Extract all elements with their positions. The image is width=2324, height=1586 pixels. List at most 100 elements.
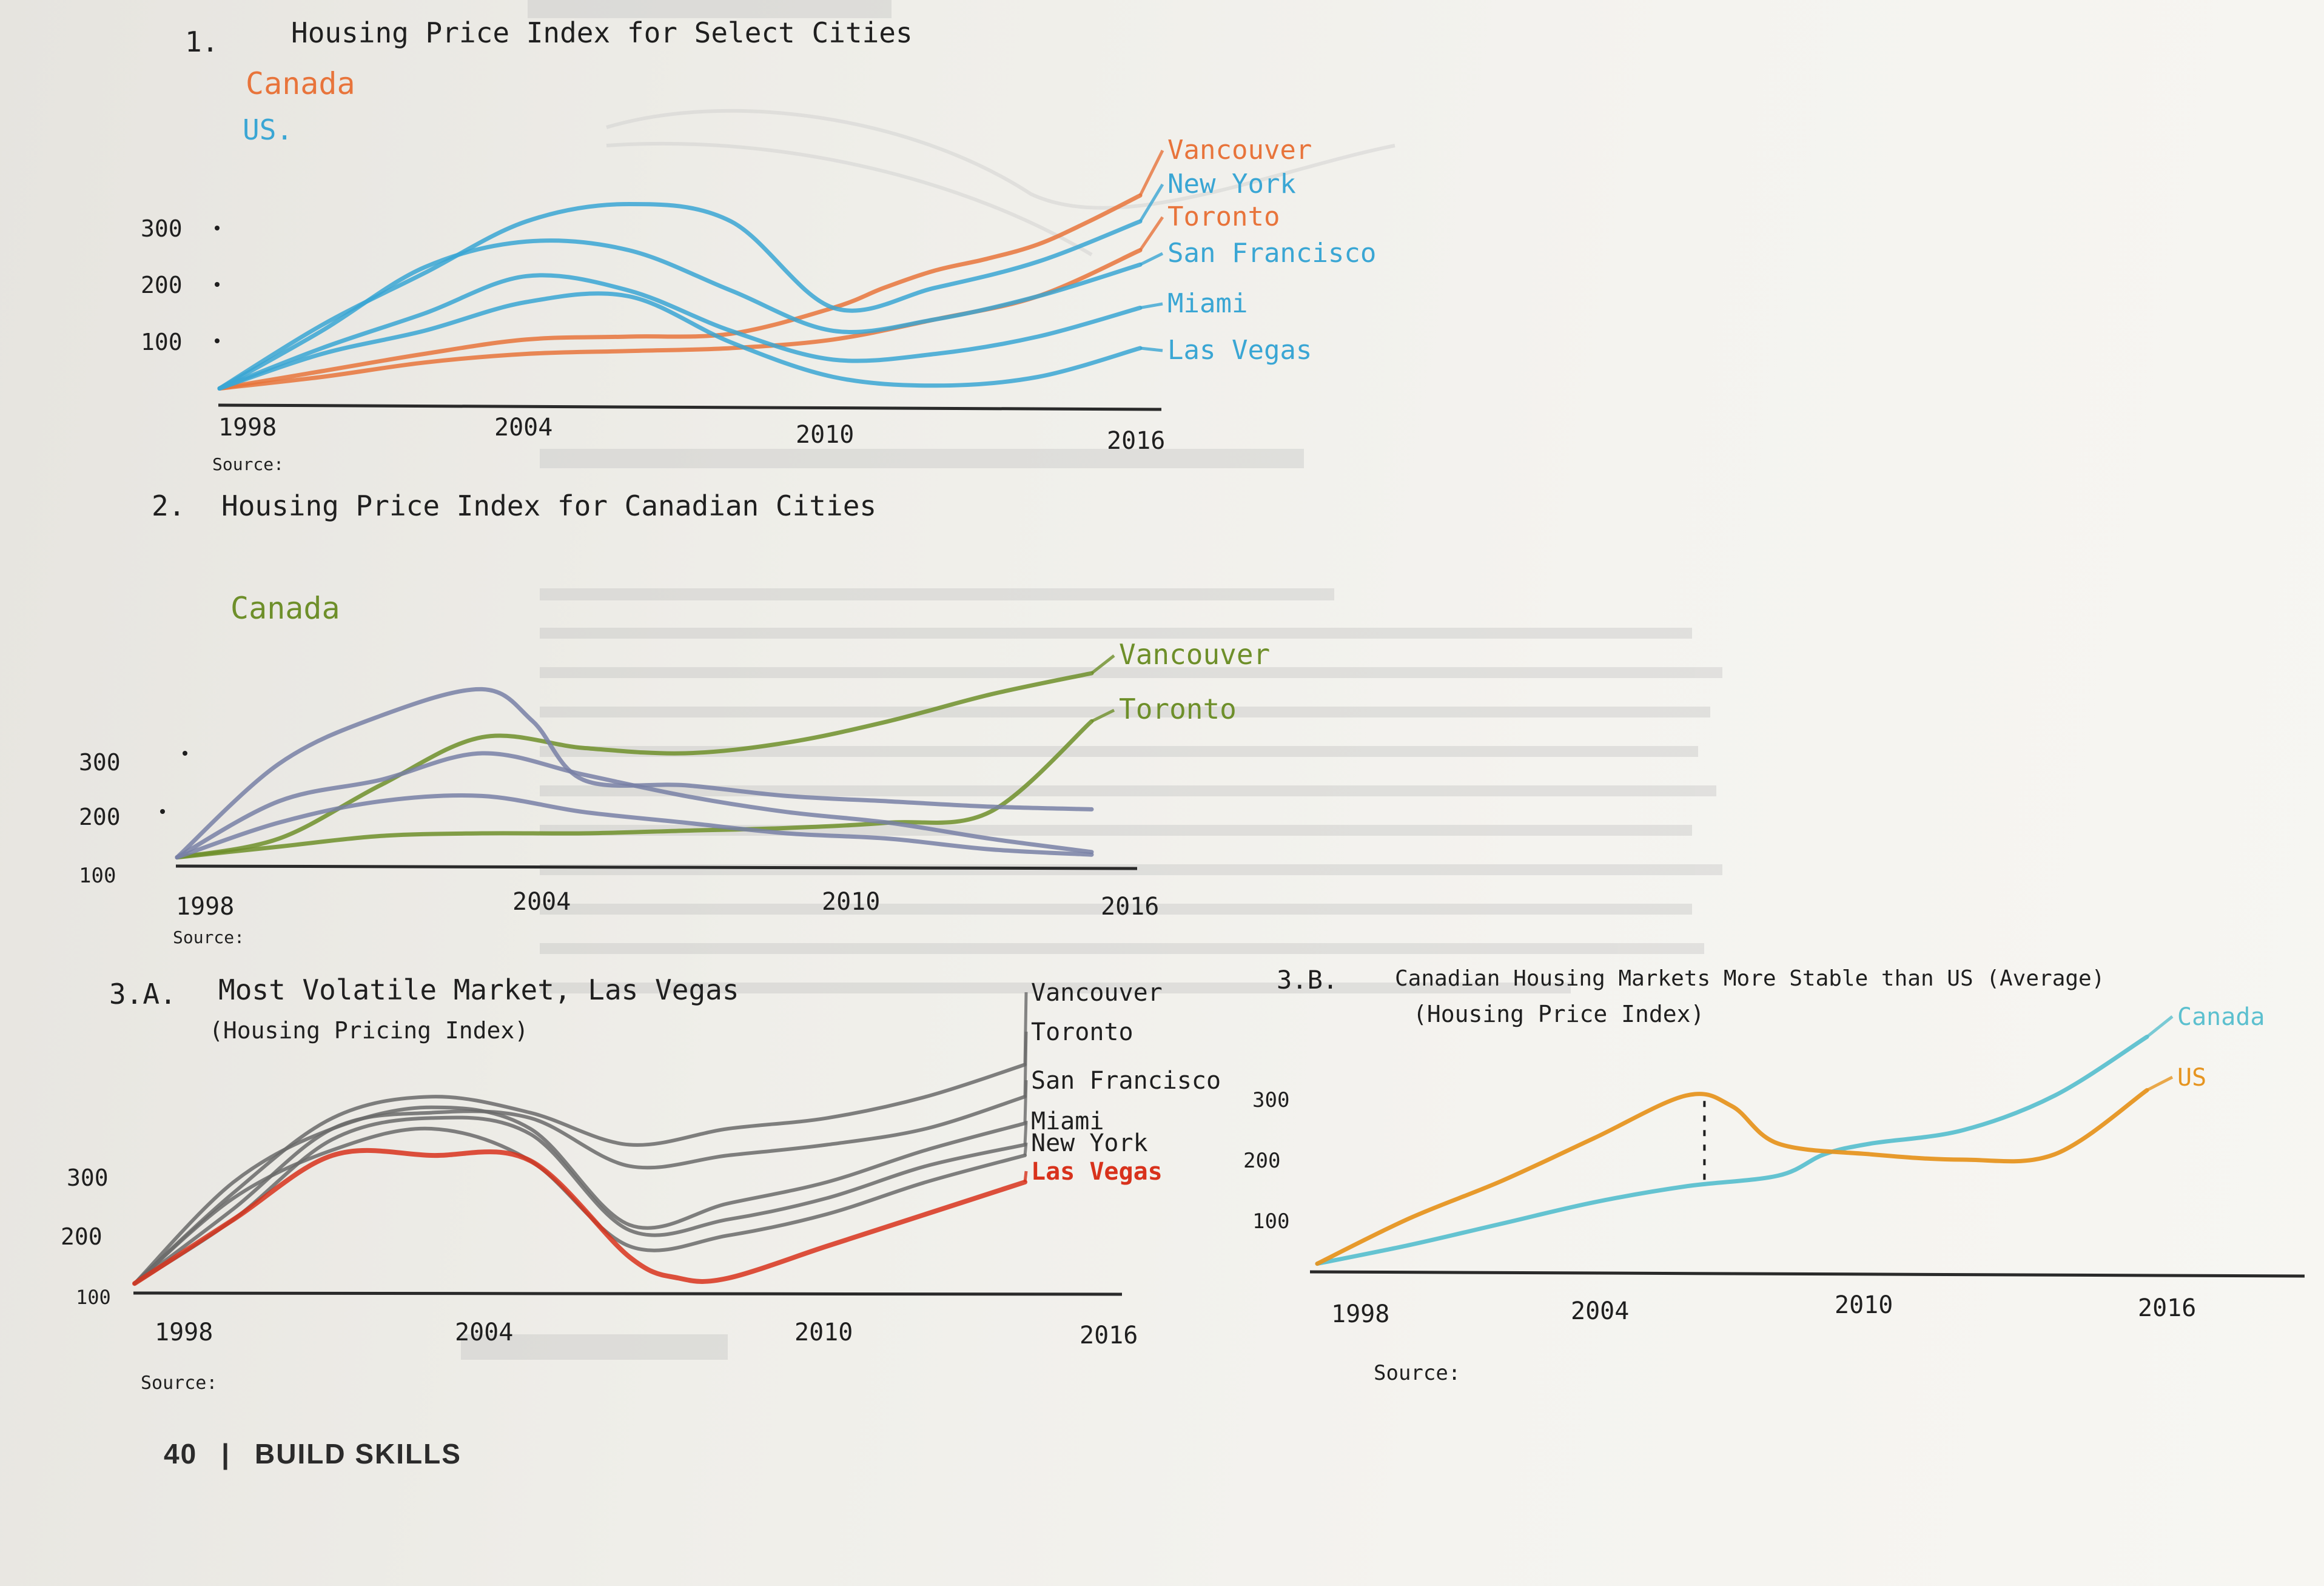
- chart-1-label-new-york: New York: [1167, 169, 1296, 200]
- chart-1-title: Housing Price Index for Select Cities: [291, 16, 913, 49]
- chart-1-xtick-2004: 2004: [494, 414, 552, 442]
- chart-2-line-series-5: [175, 793, 1094, 860]
- chart-2-ytick-300: 300: [79, 749, 121, 776]
- chart-1-series: [217, 149, 1164, 391]
- chart-3a-title: Most Volatile Market, Las Vegas: [218, 973, 739, 1006]
- chart-1-label-vancouver: Vancouver: [1167, 135, 1312, 166]
- chart-3-line-san-francisco: [133, 1105, 1027, 1286]
- page-footer: 40 | BUILD SKILLS: [164, 1437, 462, 1470]
- chart-3-label-vancouver: Vancouver: [1031, 979, 1163, 1007]
- chart-1-xtick-2016: 2016: [1107, 427, 1165, 455]
- chart-1-label-miami: Miami: [1167, 288, 1248, 319]
- chart-1-line-vancouver: [217, 193, 1143, 391]
- chart-1-x-axis: [218, 403, 1162, 411]
- chart-2-xtick-2016: 2016: [1101, 893, 1159, 921]
- chart-1-line-miami: [217, 273, 1143, 391]
- chart-1-ytick-100: 100: [141, 329, 183, 355]
- chart-4-label-canada: Canada: [2177, 1003, 2265, 1031]
- chart-3-leader-san-francisco: [1023, 1080, 1028, 1124]
- chart-3a-xtick-2016: 2016: [1080, 1322, 1138, 1349]
- chart-2-number: 2.: [152, 489, 185, 522]
- chart-3a-ytick-100: 100: [76, 1286, 111, 1309]
- chart-4-label-us: US: [2177, 1064, 2206, 1092]
- chart-2-ytick-100: 100: [79, 864, 116, 888]
- chart-3a-most-volatile-market: 3.A. Most Volatile Market, Las Vegas (Ho…: [61, 973, 1221, 1394]
- chart-1-leader-miami: [1140, 302, 1163, 309]
- chart-2-line-toronto: [175, 719, 1094, 860]
- chart-1-source: Source:: [212, 454, 284, 474]
- chart-2-leader-vancouver: [1090, 654, 1115, 674]
- chart-3a-series: [132, 992, 1028, 1286]
- chart-4-leader-us: [2146, 1075, 2174, 1092]
- chart-3b-source: Source:: [1374, 1361, 1460, 1385]
- chart-1-leader-vancouver: [1138, 149, 1164, 197]
- chart-1-number: 1.: [185, 25, 218, 58]
- chart-3a-ytick-300: 300: [67, 1164, 109, 1191]
- chart-3a-xtick-2004: 2004: [455, 1319, 513, 1346]
- chart-2-series: [175, 654, 1115, 860]
- chart-2-line-vancouver: [175, 671, 1094, 860]
- chart-3b-series-labels: Canada US: [2177, 1003, 2265, 1092]
- chart-3a-subtitle: (Housing Pricing Index): [209, 1017, 528, 1044]
- chart-2-title: Housing Price Index for Canadian Cities: [221, 489, 876, 522]
- chart-3-label-miami: Miami: [1031, 1107, 1104, 1135]
- section-title: BUILD SKILLS: [255, 1438, 462, 1470]
- chart-3a-y-axis: 300 200 100: [61, 1164, 111, 1309]
- chart-3b-title: Canadian Housing Markets More Stable tha…: [1395, 966, 2104, 991]
- chart-1-label-san-francisco: San Francisco: [1167, 238, 1376, 269]
- chart-1-ytick-200: 200: [141, 272, 183, 298]
- chart-1-leader-las-vegas: [1140, 346, 1163, 352]
- chart-3-label-new-york: New York: [1031, 1129, 1148, 1157]
- chart-3b-ytick-100: 100: [1252, 1209, 1289, 1234]
- chart-1-xtick-1998: 1998: [218, 414, 277, 442]
- chart-2-source: Source:: [173, 927, 244, 947]
- chart-3a-xtick-1998: 1998: [155, 1319, 213, 1346]
- chart-2-ytick-200: 200: [79, 804, 121, 830]
- chart-3b-ytick-200: 200: [1243, 1149, 1280, 1173]
- chart-1-housing-price-index-select-cities: 1. Housing Price Index for Select Cities…: [141, 16, 1376, 474]
- chart-1-ytick-300: 300: [141, 215, 183, 242]
- chart-3-label-toronto: Toronto: [1031, 1018, 1133, 1046]
- chart-3-label-las-vegas: Las Vegas: [1031, 1158, 1163, 1186]
- chart-1-line-las-vegas: [217, 291, 1143, 391]
- chart-1-y-axis: 300 200 100: [141, 215, 220, 355]
- chart-1-legend-canada: Canada: [246, 66, 355, 101]
- chart-1-leader-san-francisco: [1139, 252, 1164, 266]
- chart-4-leader-canada: [2146, 1015, 2174, 1038]
- chart-4-line-us: [1315, 1088, 2149, 1266]
- chart-3b-xtick-1998: 1998: [1331, 1300, 1389, 1328]
- chart-3b-xtick-2016: 2016: [2138, 1294, 2196, 1322]
- chart-3b-ytick-300: 300: [1252, 1088, 1289, 1112]
- chart-2-housing-price-index-canadian-cities: 2. Housing Price Index for Canadian Citi…: [79, 489, 1270, 947]
- chart-2-label-vancouver: Vancouver: [1119, 638, 1270, 671]
- chart-2-ytick-dot: [183, 751, 187, 756]
- chart-2-xtick-1998: 1998: [176, 893, 234, 921]
- chart-1-legend-us: US.: [243, 113, 293, 146]
- chart-3-leader-miami: [1023, 1120, 1028, 1145]
- chart-1-label-las-vegas: Las Vegas: [1167, 335, 1312, 366]
- chart-3a-source: Source:: [141, 1373, 217, 1394]
- chart-3b-series: [1315, 1015, 2174, 1266]
- chart-1-ytick-dot: [215, 338, 220, 343]
- chart-3b-x-axis: [1309, 1270, 2305, 1278]
- chart-2-legend-canada: Canada: [230, 591, 340, 626]
- chart-2-line-series-4: [175, 751, 1094, 860]
- chart-1-ytick-dot: [215, 282, 220, 287]
- chart-3b-canada-vs-us: 3.B. Canadian Housing Markets More Stabl…: [1243, 965, 2305, 1385]
- chart-2-line-series-3: [175, 687, 1094, 860]
- chart-2-ytick-dot: [160, 809, 165, 814]
- chart-1-ytick-dot: [215, 226, 220, 230]
- chart-3a-ytick-200: 200: [61, 1223, 102, 1250]
- chart-3b-xtick-2004: 2004: [1571, 1297, 1629, 1325]
- chart-3b-xtick-2010: 2010: [1835, 1291, 1893, 1319]
- chart-2-y-axis: 300 200 100: [79, 749, 187, 888]
- page-number: 40: [164, 1438, 198, 1470]
- chart-3a-xtick-2010: 2010: [794, 1319, 853, 1346]
- chart-2-x-axis: [175, 864, 1138, 870]
- chart-3b-subtitle: (Housing Price Index): [1413, 1001, 1704, 1027]
- chart-3-leader-new-york: [1023, 1142, 1028, 1156]
